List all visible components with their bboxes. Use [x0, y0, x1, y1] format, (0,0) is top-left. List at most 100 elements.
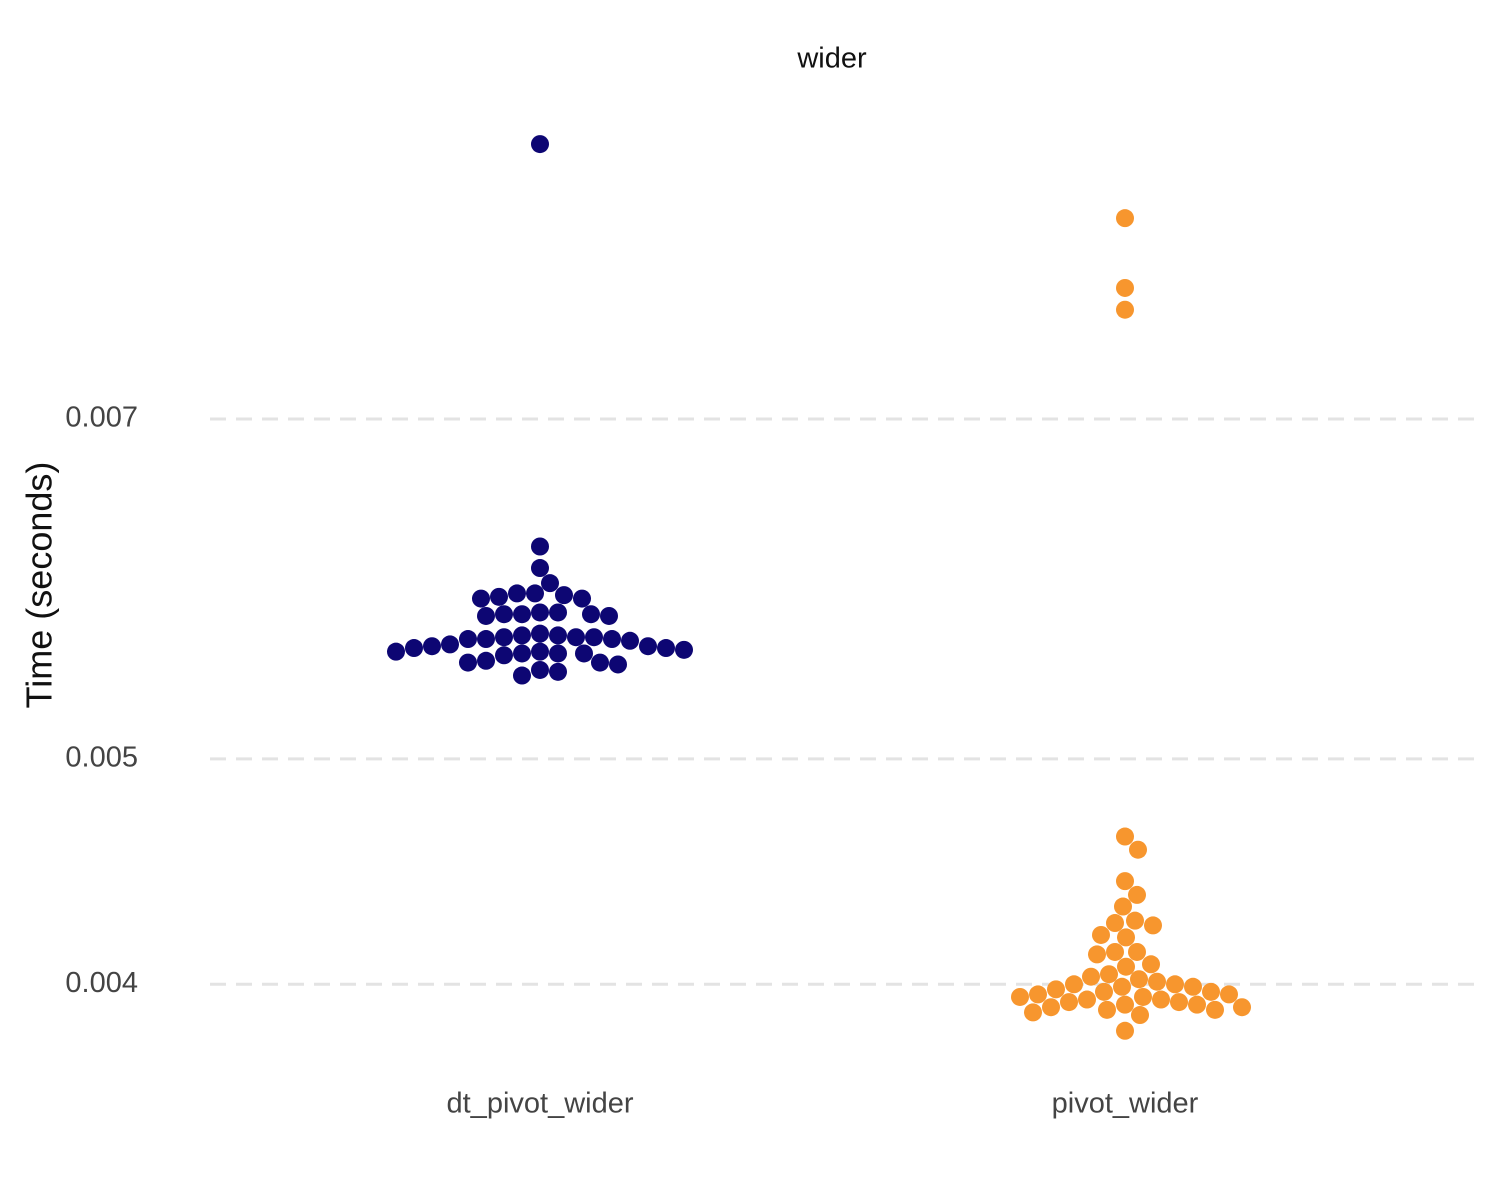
data-point: [1024, 1003, 1042, 1022]
data-point: [1116, 1021, 1134, 1040]
data-point: [1078, 990, 1096, 1009]
data-point: [495, 605, 513, 624]
data-point: [1042, 998, 1060, 1017]
data-point: [549, 603, 567, 622]
data-point: [1060, 993, 1078, 1012]
data-point: [585, 628, 603, 647]
data-point: [526, 584, 544, 603]
data-point: [1170, 993, 1188, 1012]
data-point: [513, 644, 531, 663]
x-tick-label: dt_pivot_wider: [447, 1088, 634, 1120]
data-point: [541, 574, 559, 593]
data-point: [573, 589, 591, 608]
data-point: [1233, 998, 1251, 1017]
data-point: [477, 630, 495, 649]
data-point: [549, 644, 567, 663]
data-point: [423, 637, 441, 656]
data-point: [549, 626, 567, 645]
data-point: [405, 639, 423, 658]
data-point: [657, 639, 675, 658]
data-point: [675, 640, 693, 659]
data-point: [1117, 928, 1135, 947]
data-point: [1116, 995, 1134, 1014]
data-point: [555, 586, 573, 605]
data-point: [531, 642, 549, 661]
data-point: [1047, 980, 1065, 999]
data-point: [1088, 945, 1106, 964]
data-point: [1116, 278, 1134, 297]
data-point: [1116, 827, 1134, 846]
data-point: [1116, 300, 1134, 319]
data-point: [495, 646, 513, 665]
data-point: [1131, 1006, 1149, 1025]
data-point: [600, 606, 618, 625]
data-point: [603, 630, 621, 649]
data-point: [1206, 1000, 1224, 1019]
chart-title: wider: [796, 43, 867, 75]
data-point: [531, 537, 549, 556]
data-point: [1184, 977, 1202, 996]
data-point: [1011, 987, 1029, 1006]
data-point: [621, 631, 639, 650]
data-point: [513, 605, 531, 624]
data-point: [1116, 872, 1134, 891]
data-point: [495, 628, 513, 647]
data-point: [1134, 987, 1152, 1006]
data-point: [1126, 911, 1144, 930]
data-point: [549, 662, 567, 681]
data-point: [472, 589, 490, 608]
data-point: [1188, 995, 1206, 1014]
data-point: [1098, 1000, 1116, 1019]
data-point: [508, 584, 526, 603]
data-point: [531, 624, 549, 643]
data-point: [567, 628, 585, 647]
data-point: [1220, 985, 1238, 1004]
data-point: [531, 660, 549, 679]
data-point: [1128, 885, 1146, 904]
data-point: [477, 651, 495, 670]
data-point: [490, 587, 508, 606]
data-point: [531, 603, 549, 622]
data-point: [591, 653, 609, 672]
data-point: [1092, 925, 1110, 944]
data-point: [531, 559, 549, 578]
data-point: [513, 666, 531, 685]
y-tick-label: 0.007: [65, 402, 138, 434]
y-axis-title: Time (seconds): [19, 462, 60, 709]
data-point: [1114, 897, 1132, 916]
data-point: [513, 626, 531, 645]
data-point: [1130, 970, 1148, 989]
x-tick-label: pivot_wider: [1052, 1088, 1199, 1120]
data-point: [575, 644, 593, 663]
y-tick-label: 0.005: [65, 742, 138, 774]
data-point: [531, 135, 549, 154]
data-point: [582, 605, 600, 624]
data-point: [477, 606, 495, 625]
data-point: [459, 630, 477, 649]
data-point: [1148, 972, 1166, 991]
data-point: [1129, 840, 1147, 859]
data-point: [1113, 977, 1131, 996]
data-point: [1065, 975, 1083, 994]
data-point: [459, 653, 477, 672]
data-point: [1106, 942, 1124, 961]
data-point: [1100, 965, 1118, 984]
data-point: [1117, 957, 1135, 976]
data-point: [1029, 985, 1047, 1004]
data-point: [1095, 982, 1113, 1001]
y-tick-label: 0.004: [65, 967, 138, 999]
data-point: [441, 635, 459, 654]
data-point: [1166, 975, 1184, 994]
data-point: [609, 655, 627, 674]
data-point: [1128, 942, 1146, 961]
data-point: [1142, 955, 1160, 974]
data-point: [387, 642, 405, 661]
data-point: [1082, 967, 1100, 986]
data-point: [1106, 914, 1124, 933]
data-point: [639, 637, 657, 656]
data-point: [1144, 916, 1162, 935]
data-point: [1202, 982, 1220, 1001]
data-point: [1152, 990, 1170, 1009]
